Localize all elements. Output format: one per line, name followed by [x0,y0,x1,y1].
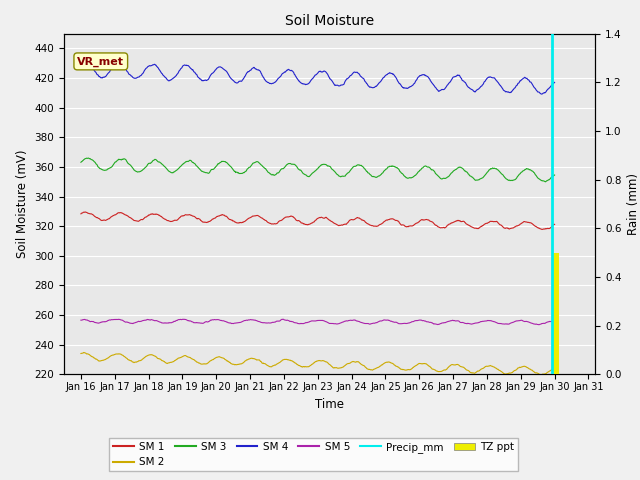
SM 2 [397,366,404,372]
SM 4 [342,78,349,84]
Precip_mm [548,128,556,134]
SM 1 [538,227,546,232]
Text: VR_met: VR_met [77,56,124,67]
SM 1 [342,221,349,227]
SM 3 [77,159,84,165]
SM 3 [84,155,92,161]
SM 3 [344,170,352,176]
SM 4 [397,82,404,87]
SM 1 [77,211,84,216]
SM 1 [551,221,559,227]
SM 2 [551,365,559,371]
SM 4 [81,58,88,64]
Line: SM 2: SM 2 [81,352,555,375]
SM 5 [279,316,287,322]
SM 5 [314,318,322,324]
SM 2 [77,350,84,356]
SM 3 [198,168,205,174]
SM 1 [81,209,89,215]
Y-axis label: Rain (mm): Rain (mm) [627,173,640,235]
SM 3 [551,172,559,178]
SM 4 [314,70,322,75]
Line: SM 3: SM 3 [81,158,555,182]
X-axis label: Time: Time [315,397,344,410]
SM 4 [551,80,559,85]
Line: SM 1: SM 1 [81,212,555,229]
Line: SM 5: SM 5 [81,319,555,324]
Y-axis label: Soil Moisture (mV): Soil Moisture (mV) [16,150,29,258]
SM 3 [314,166,322,171]
SM 3 [342,172,349,178]
SM 5 [342,318,349,324]
SM 5 [197,320,205,326]
SM 4 [538,91,545,97]
SM 2 [314,358,322,364]
SM 4 [198,78,205,84]
SM 3 [541,179,549,185]
Bar [553,252,559,374]
SM 2 [344,360,352,366]
SM 4 [344,75,352,81]
SM 1 [280,215,288,221]
Line: SM 4: SM 4 [81,61,555,94]
SM 5 [551,319,559,324]
SM 4 [77,60,84,65]
SM 4 [280,70,288,75]
SM 1 [397,221,404,227]
SM 2 [537,372,545,378]
SM 2 [342,362,349,368]
SM 1 [314,216,322,221]
SM 3 [280,165,288,171]
SM 2 [80,349,88,355]
SM 3 [397,169,404,175]
SM 1 [198,218,205,224]
Legend: SM 1, SM 2, SM 3, SM 4, SM 5, Precip_mm, TZ ppt: SM 1, SM 2, SM 3, SM 4, SM 5, Precip_mm,… [109,438,518,471]
SM 5 [280,317,288,323]
SM 2 [280,357,288,362]
SM 5 [77,317,84,323]
Title: Soil Moisture: Soil Moisture [285,14,374,28]
SM 2 [198,361,205,367]
Precip_mm [548,372,556,377]
SM 5 [397,321,404,326]
SM 5 [535,322,543,327]
SM 1 [344,220,352,226]
SM 5 [344,318,352,324]
